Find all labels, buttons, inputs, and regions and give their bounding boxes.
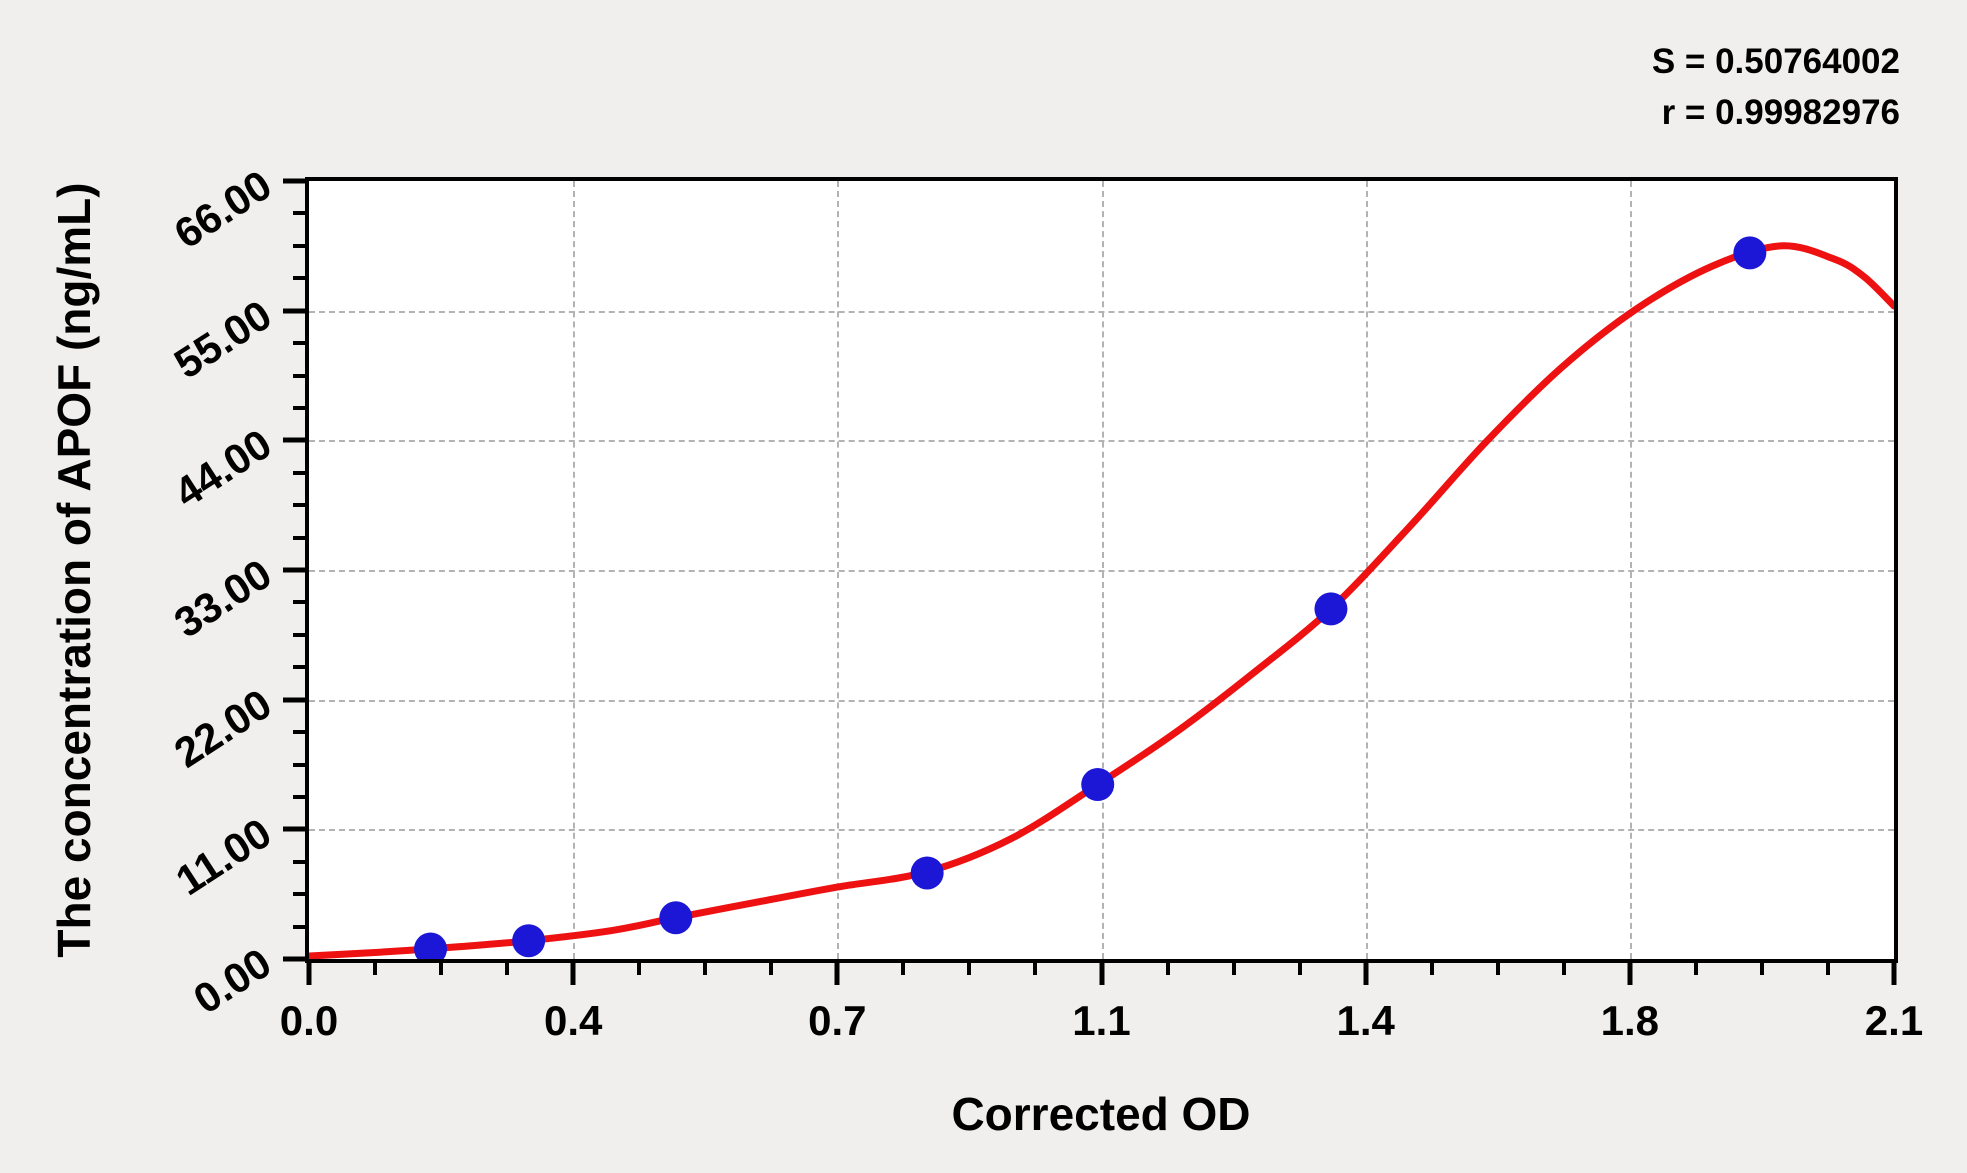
y-tick-label: 0.00 xyxy=(185,938,280,1023)
data-point xyxy=(659,901,693,935)
y-minor-tick xyxy=(293,600,309,605)
h-gridline xyxy=(309,829,1894,832)
y-minor-tick xyxy=(293,762,309,767)
y-minor-tick xyxy=(293,243,309,248)
x-tick-label: 1.4 xyxy=(1336,997,1395,1044)
y-major-tick xyxy=(283,697,309,703)
y-minor-tick xyxy=(293,211,309,216)
x-minor-tick xyxy=(1165,959,1170,975)
x-tick-label: 0.7 xyxy=(808,997,867,1044)
x-minor-tick xyxy=(439,959,444,975)
x-tick-label: 1.8 xyxy=(1600,997,1660,1044)
y-tick-label: 66.00 xyxy=(165,160,280,258)
x-minor-tick xyxy=(373,959,378,975)
y-major-tick xyxy=(283,826,309,832)
y-minor-tick xyxy=(293,665,309,670)
y-major-tick xyxy=(283,437,309,443)
curve-and-points-layer xyxy=(309,236,1894,959)
data-point xyxy=(512,924,546,958)
y-minor-tick xyxy=(293,924,309,929)
y-minor-tick xyxy=(293,405,309,410)
x-tick-label: 0.4 xyxy=(543,997,603,1044)
x-major-tick xyxy=(570,959,576,985)
x-minor-tick xyxy=(505,959,510,975)
x-major-tick xyxy=(834,959,840,985)
x-minor-tick xyxy=(1033,959,1038,975)
y-minor-tick xyxy=(293,373,309,378)
y-minor-tick xyxy=(293,470,309,475)
data-point xyxy=(414,932,448,959)
x-major-tick xyxy=(306,959,312,985)
x-minor-tick xyxy=(1297,959,1302,975)
y-minor-tick xyxy=(293,730,309,735)
y-minor-tick xyxy=(293,535,309,540)
fit-statistics: S = 0.50764002 r = 0.99982976 xyxy=(1652,36,1900,138)
y-tick-label: 22.00 xyxy=(165,679,280,777)
x-minor-tick xyxy=(1495,959,1500,975)
x-tick-label: 2.1 xyxy=(1864,997,1924,1044)
y-tick-label: 33.00 xyxy=(165,549,280,647)
x-minor-tick xyxy=(769,959,774,975)
y-major-tick xyxy=(283,567,309,573)
s-value: S = 0.50764002 xyxy=(1651,42,1900,81)
h-gridline xyxy=(309,570,1894,572)
data-point xyxy=(1314,592,1348,626)
x-minor-tick xyxy=(1825,959,1830,975)
x-major-tick xyxy=(1363,959,1369,985)
y-minor-tick xyxy=(293,892,309,897)
x-minor-tick xyxy=(901,959,906,975)
x-major-tick xyxy=(1099,959,1104,985)
data-point xyxy=(1081,768,1115,802)
x-minor-tick xyxy=(1429,959,1434,975)
y-minor-tick xyxy=(293,341,309,346)
y-minor-tick xyxy=(293,503,309,508)
x-minor-tick xyxy=(1231,959,1236,975)
fitted-curve xyxy=(309,242,1894,959)
x-axis-title: Corrected OD xyxy=(951,1088,1251,1140)
y-major-tick xyxy=(283,308,309,314)
h-gridline xyxy=(309,699,1894,702)
y-minor-tick xyxy=(293,859,309,864)
x-tick-label: 1.1 xyxy=(1072,997,1131,1044)
data-point xyxy=(910,856,944,890)
y-minor-tick xyxy=(293,276,309,281)
y-major-tick xyxy=(283,178,309,184)
y-axis-title: The concentration of APOF (ng/mL) xyxy=(48,182,100,958)
x-major-tick xyxy=(1891,959,1897,985)
h-gridline xyxy=(309,310,1894,313)
x-tick-label: 0.0 xyxy=(279,997,339,1044)
plot-area: 0.0 0.4 0.7 1.1 1.4 1.8 2.1 0.00 11.00 22.00 33.00… xyxy=(166,161,1923,1044)
y-minor-tick xyxy=(293,794,309,799)
data-point xyxy=(1733,236,1767,270)
x-minor-tick xyxy=(967,959,972,975)
x-minor-tick xyxy=(1759,959,1764,975)
x-major-tick xyxy=(1627,959,1633,985)
y-tick-label: 11.00 xyxy=(167,809,280,905)
x-minor-tick xyxy=(703,959,708,975)
x-minor-tick xyxy=(1693,959,1698,975)
y-tick-label: 44.00 xyxy=(165,420,280,517)
y-tick-label: 55.00 xyxy=(165,290,280,388)
x-minor-tick xyxy=(637,959,642,975)
x-minor-tick xyxy=(1561,959,1566,975)
r-value: r = 0.99982976 xyxy=(1661,93,1900,132)
y-minor-tick xyxy=(293,632,309,637)
h-gridline xyxy=(309,440,1894,443)
y-major-tick xyxy=(283,956,309,962)
